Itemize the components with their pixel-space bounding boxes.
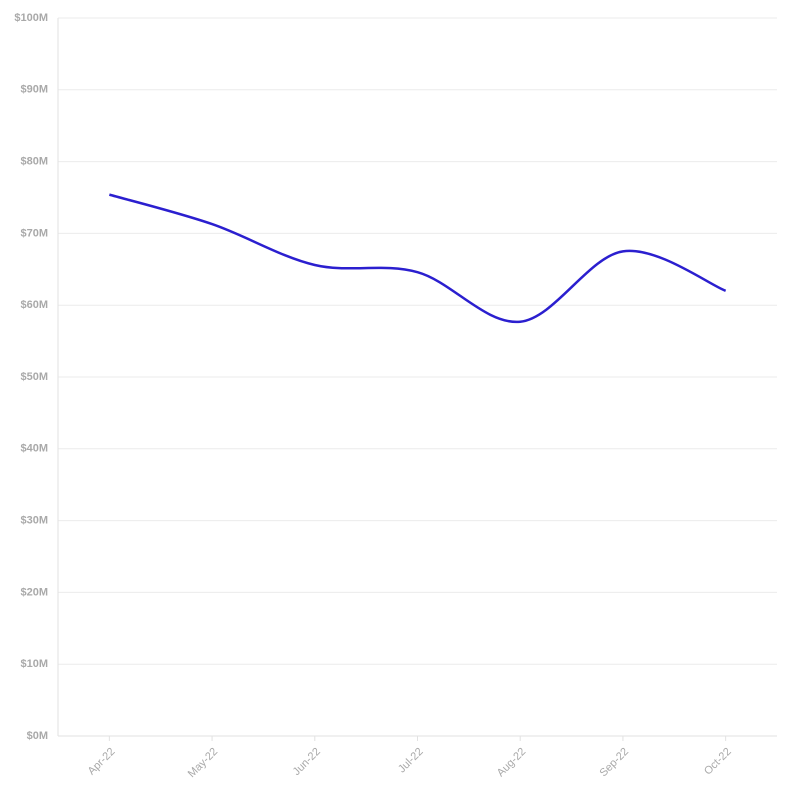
x-tick-label: Sep-22	[598, 746, 632, 780]
y-tick-label: $60M	[20, 299, 48, 311]
y-tick-label: $10M	[20, 658, 48, 670]
x-tick-label: Apr-22	[86, 746, 118, 778]
x-tick-label: Oct-22	[702, 746, 734, 778]
x-tick-label: May-22	[186, 746, 220, 780]
y-tick-label: $20M	[20, 586, 48, 598]
x-tick-label: Jul-22	[396, 746, 426, 776]
y-tick-label: $50M	[20, 371, 48, 383]
y-tick-label: $40M	[20, 443, 48, 455]
y-tick-label: $70M	[20, 227, 48, 239]
x-tick-label: Aug-22	[495, 746, 529, 780]
y-tick-label: $0M	[27, 730, 48, 742]
y-tick-label: $30M	[20, 515, 48, 527]
line-series	[109, 193, 727, 323]
y-tick-label: $90M	[20, 84, 48, 96]
y-tick-label: $80M	[20, 156, 48, 168]
x-tick-label: Jun-22	[291, 746, 323, 778]
y-tick-label: $100M	[14, 12, 48, 24]
